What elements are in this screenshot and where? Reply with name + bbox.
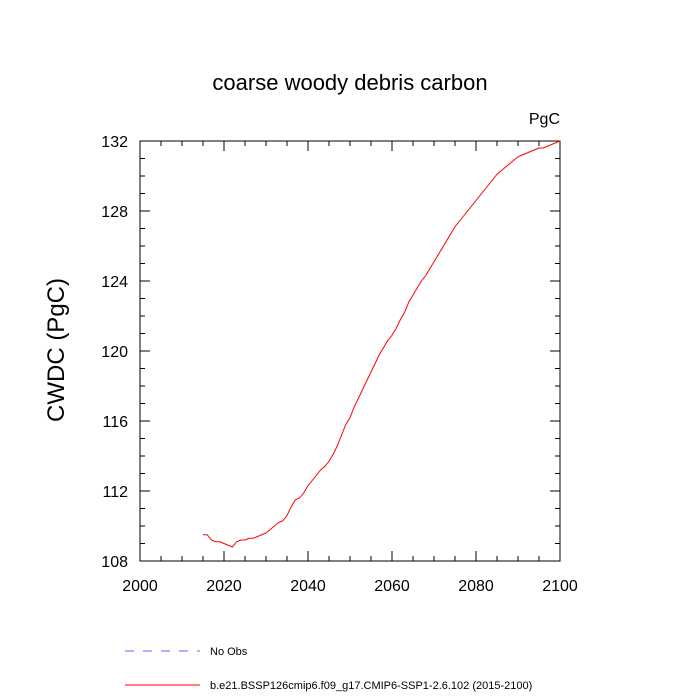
legend-label-model: b.e21.BSSP126cmip6.f09_g17.CMIP6-SSP1-2.… [210, 680, 532, 692]
y-tick-label: 112 [102, 484, 128, 501]
axis-ticks: 2000 2020 2040 2060 2080 2100 108 112 116 120 124 1… [101, 134, 578, 595]
x-tick-label: 2000 [122, 578, 158, 595]
x-tick-label: 2100 [542, 578, 578, 595]
y-tick-label: 132 [101, 134, 128, 151]
x-tick-label: 2040 [290, 578, 326, 595]
units-label: PgC [529, 111, 560, 128]
x-tick-label: 2080 [458, 578, 494, 595]
legend-label-no-obs: No Obs [210, 646, 248, 658]
plot-frame [139, 140, 561, 562]
y-tick-label: 120 [101, 344, 128, 361]
y-axis-label: CWDC (PgC) [43, 278, 70, 422]
y-tick-label: 116 [102, 414, 128, 431]
x-tick-label: 2060 [374, 578, 410, 595]
legend: No Obs b.e21.BSSP126cmip6.f09_g17.CMIP6-… [125, 646, 532, 692]
chart-title: coarse woody debris carbon [212, 70, 487, 95]
x-tick-label: 2020 [206, 578, 242, 595]
y-tick-label: 128 [101, 204, 128, 221]
y-tick-label: 124 [101, 274, 128, 291]
series-layer [203, 140, 561, 548]
series-line-1 [203, 140, 561, 548]
y-tick-label: 108 [101, 554, 128, 571]
